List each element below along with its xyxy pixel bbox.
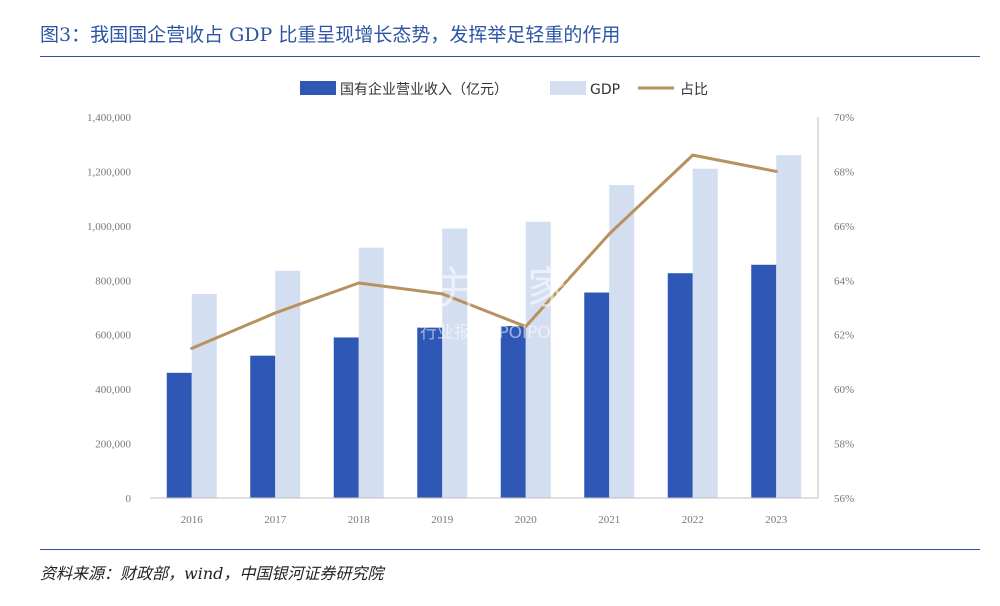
source-rule <box>40 549 980 550</box>
bar-soe-revenue <box>333 337 359 498</box>
legend-swatch-soe <box>300 81 336 95</box>
y-left-tick-label: 0 <box>126 493 132 505</box>
bar-gdp <box>692 168 718 498</box>
y-left-tick-label: 600,000 <box>95 330 131 342</box>
line-point <box>691 153 695 157</box>
x-tick-label: 2020 <box>515 514 538 526</box>
y-right-tick-label: 68% <box>834 166 854 178</box>
bar-gdp <box>776 155 802 498</box>
y-left-tick-label: 1,200,000 <box>87 166 132 178</box>
y-left-tick-label: 800,000 <box>95 275 131 287</box>
line-point <box>440 292 444 296</box>
axes-group: 0 200,000 400,000 600,000 800,000 1,000,000 1,… <box>87 112 854 526</box>
x-tick-label: 2016 <box>181 514 204 526</box>
line-point <box>273 311 277 315</box>
bar-soe-revenue <box>417 327 443 498</box>
bar-gdp <box>442 228 468 499</box>
line-group <box>190 153 778 350</box>
bar-soe-revenue <box>500 326 526 498</box>
y-right-tick-label: 56% <box>834 493 854 505</box>
y-right-tick-label: 60% <box>834 384 854 396</box>
bar-soe-revenue <box>751 264 777 498</box>
y-right-tick-label: 70% <box>834 112 854 124</box>
legend-label-gdp: GDP <box>590 82 620 98</box>
x-tick-label: 2021 <box>598 514 620 526</box>
line-point <box>190 346 194 350</box>
y-left-tick-label: 200,000 <box>95 439 131 451</box>
legend-label-share: 占比 <box>680 82 708 98</box>
legend-label-soe: 国有企业营业收入（亿元） <box>340 81 508 98</box>
bar-gdp <box>609 185 635 499</box>
bar-gdp <box>525 221 551 498</box>
x-tick-label: 2022 <box>682 514 704 526</box>
legend: 国有企业营业收入（亿元） GDP 占比 <box>300 81 708 98</box>
line-point <box>607 232 611 236</box>
y-left-tick-label: 1,000,000 <box>87 221 132 233</box>
y-left-tick-label: 400,000 <box>95 384 131 396</box>
watermark-main: 并购家 <box>439 263 571 314</box>
bar-soe-revenue <box>667 273 693 498</box>
bar-soe-revenue <box>584 292 610 498</box>
line-share <box>191 153 777 350</box>
line-point <box>357 281 361 285</box>
figure-title: 图3：我国国企营收占 GDP 比重呈现增长态势，发挥举足轻重的作用 <box>40 24 621 46</box>
bar-gdp <box>191 293 217 498</box>
y-right-tick-label: 62% <box>834 330 854 342</box>
source-note: 资料来源：财政部，wind，中国银河证券研究院 <box>40 564 384 583</box>
title-rule <box>40 56 980 57</box>
legend-swatch-gdp <box>550 81 586 95</box>
y-right-tick-label: 58% <box>834 439 854 451</box>
bar-soe-revenue <box>250 355 276 498</box>
bar-soe-revenue <box>166 372 192 498</box>
y-right-tick-label: 66% <box>834 221 854 233</box>
line-point <box>774 169 778 173</box>
x-tick-label: 2017 <box>264 514 287 526</box>
x-tick-label: 2023 <box>765 514 788 526</box>
line-point <box>524 325 528 329</box>
x-tick-label: 2018 <box>348 514 371 526</box>
y-left-tick-label: 1,400,000 <box>87 112 132 124</box>
bars-group <box>166 155 802 499</box>
y-right-tick-label: 64% <box>834 275 854 287</box>
x-tick-label: 2019 <box>431 514 454 526</box>
watermark-sub: 行业报告 IPOIPO.CN <box>420 323 580 343</box>
watermark: 并购家 行业报告 IPOIPO.CN <box>420 263 580 343</box>
bar-gdp <box>358 247 384 498</box>
